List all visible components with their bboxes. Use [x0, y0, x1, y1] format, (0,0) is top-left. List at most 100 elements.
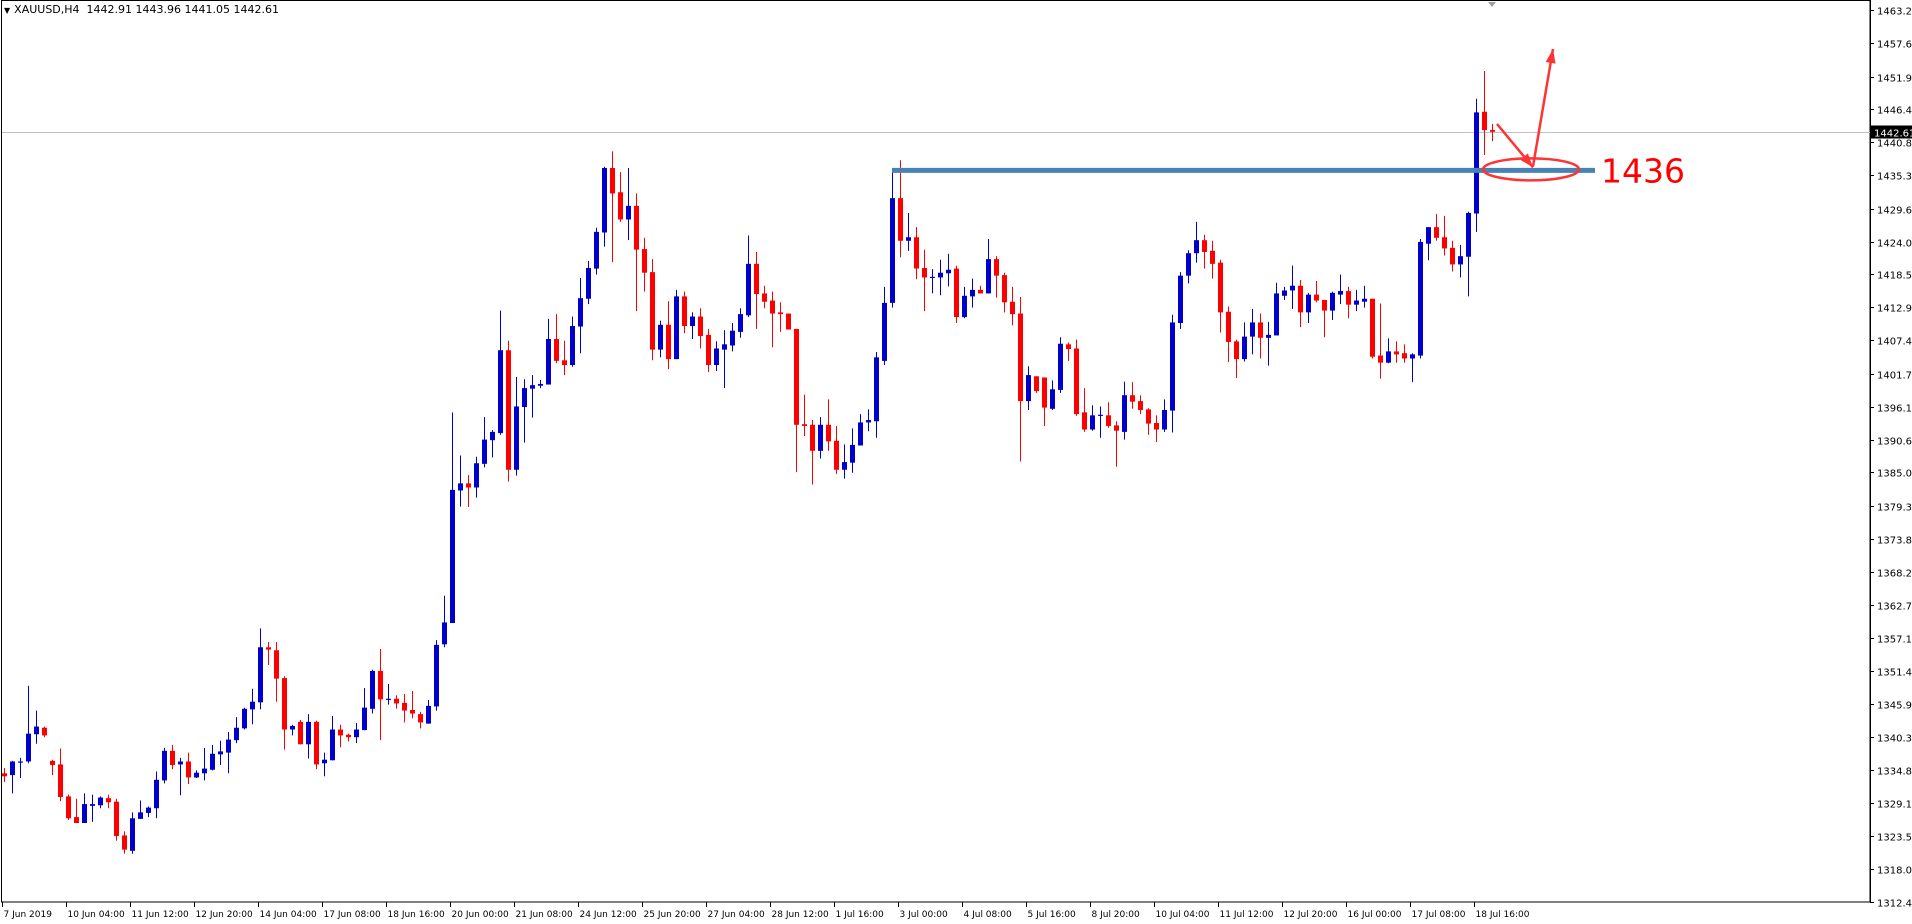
- candle: [210, 744, 215, 771]
- time-tick-label: 12 Jul 20:00: [1284, 910, 1338, 920]
- candle: [90, 794, 95, 822]
- candle-body: [850, 444, 855, 463]
- candle: [874, 352, 879, 438]
- price-axis[interactable]: 1463.20 1457.65 1451.95 1446.40 1440.85 1435.…: [1870, 0, 1912, 910]
- candle: [66, 794, 71, 821]
- candle-body: [498, 350, 503, 434]
- candle: [730, 323, 735, 352]
- triangle-down-icon[interactable]: ▼: [4, 6, 11, 15]
- candle: [1106, 402, 1111, 428]
- candle-body: [1202, 240, 1207, 253]
- candle: [298, 720, 303, 745]
- candle: [978, 285, 983, 294]
- candle: [18, 757, 23, 779]
- level-label: 1436: [1601, 151, 1685, 190]
- candle: [914, 227, 919, 280]
- candle-body: [594, 231, 599, 269]
- candle-body: [274, 650, 279, 679]
- candle-body: [874, 357, 879, 422]
- candle-body: [578, 298, 583, 327]
- candle: [98, 796, 103, 809]
- time-tick-label: 11 Jul 12:00: [1220, 910, 1274, 920]
- candle: [850, 428, 855, 473]
- candle-body: [2, 773, 7, 777]
- candle-body: [1066, 344, 1071, 350]
- candle: [226, 731, 231, 774]
- candle-body: [618, 192, 623, 220]
- time-tick-label: 10 Jul 04:00: [1156, 910, 1210, 920]
- candle-body: [1466, 212, 1471, 257]
- candle-body: [1402, 353, 1407, 359]
- candle: [354, 723, 359, 744]
- candle-body: [1130, 395, 1135, 402]
- candle: [130, 812, 135, 854]
- time-axis[interactable]: 7 Jun 2019 10 Jun 04:00 11 Jun 12:00 12 Jun…: [2, 902, 1530, 920]
- candle-body: [74, 817, 79, 824]
- ohlc-readout: 1442.91 1443.96 1441.05 1442.61: [86, 3, 279, 16]
- candle-body: [130, 818, 135, 851]
- price-tick-label: 1351.45: [1877, 668, 1912, 679]
- time-tick-label: 20 Jun 00:00: [452, 910, 509, 920]
- candle-body: [1098, 414, 1103, 416]
- time-tick-label: 4 Jul 08:00: [964, 910, 1013, 920]
- candle: [178, 757, 183, 796]
- candle-body: [570, 325, 575, 366]
- price-tick-label: 1440.85: [1877, 139, 1912, 150]
- candle: [1490, 123, 1495, 142]
- candle: [1274, 282, 1279, 336]
- candle: [1202, 234, 1207, 269]
- candle-body: [1218, 262, 1223, 313]
- candle: [378, 649, 383, 741]
- candle: [682, 291, 687, 334]
- time-tick-label: 7 Jun 2019: [4, 910, 53, 920]
- candle-body: [1250, 322, 1255, 337]
- candle-body: [1178, 275, 1183, 324]
- candle-body: [1026, 375, 1031, 402]
- candle: [1242, 322, 1247, 362]
- candle: [450, 412, 455, 624]
- candle-body: [346, 734, 351, 738]
- time-tick-label: 11 Jun 12:00: [132, 910, 189, 920]
- candle: [338, 724, 343, 748]
- candle: [1090, 405, 1095, 431]
- arrow-head-icon: [1520, 153, 1533, 168]
- candle: [186, 752, 191, 784]
- price-tick-label: 1345.90: [1877, 701, 1912, 712]
- candle-body: [1162, 409, 1167, 430]
- candle: [82, 793, 87, 824]
- candle: [674, 289, 679, 360]
- candle: [794, 328, 799, 473]
- candle: [1050, 380, 1055, 410]
- candle-body: [682, 296, 687, 326]
- candle-body: [666, 324, 671, 360]
- candle: [1002, 272, 1007, 313]
- candle-body: [66, 796, 71, 819]
- candle: [1162, 399, 1167, 432]
- time-tick-label: 27 Jun 04:00: [708, 910, 765, 920]
- candle: [2, 767, 7, 783]
- candle-body: [602, 167, 607, 233]
- candle-body: [1186, 253, 1191, 276]
- price-tick-label: 1334.80: [1877, 767, 1912, 778]
- candle-body: [146, 807, 151, 813]
- candle-body: [970, 289, 975, 297]
- annotations: 1436: [892, 48, 1685, 190]
- candle-body: [290, 725, 295, 730]
- candle: [466, 475, 471, 508]
- candle-body: [866, 420, 871, 423]
- candle: [442, 595, 447, 648]
- candle: [1482, 70, 1487, 155]
- candle-body: [1450, 247, 1455, 265]
- candle-body: [402, 702, 407, 711]
- candle-body: [1410, 354, 1415, 359]
- price-tick-label: 1457.65: [1877, 40, 1912, 51]
- arrow-shaft: [1531, 48, 1555, 167]
- candle: [250, 688, 255, 725]
- chart-shift-marker-icon: [1488, 2, 1496, 7]
- candle: [954, 265, 959, 324]
- candle-body: [490, 431, 495, 441]
- up-arrow: [1531, 48, 1556, 167]
- candle: [754, 252, 759, 329]
- candle-body: [938, 272, 943, 278]
